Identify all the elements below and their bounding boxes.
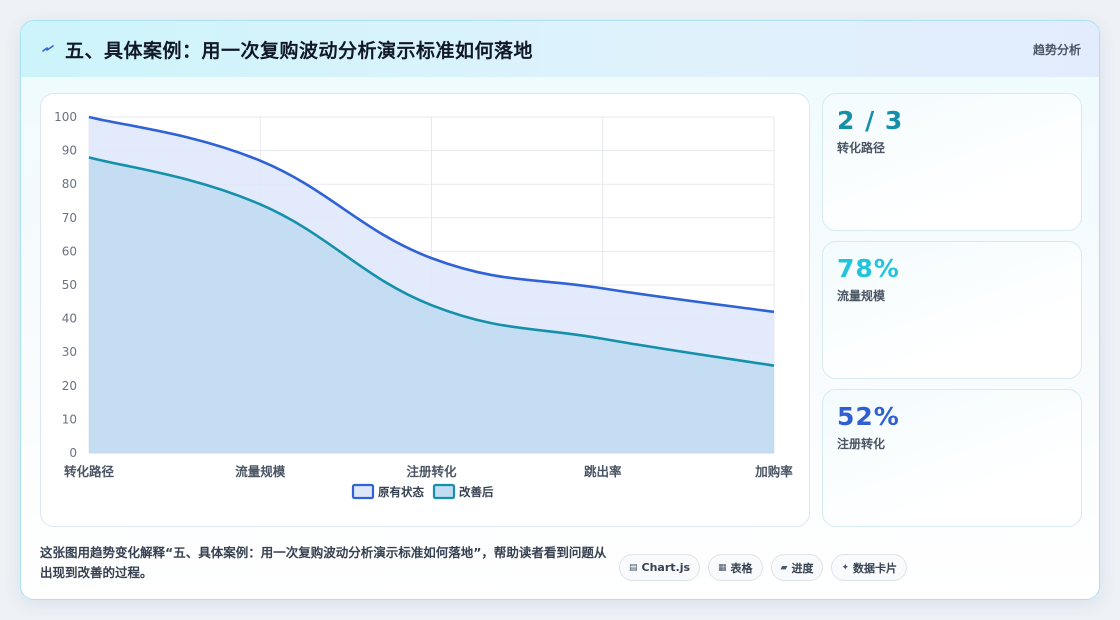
y-tick-label: 60 [62,244,77,258]
chart-description: 这张图用趋势变化解释“五、具体案例：用一次复购波动分析演示标准如何落地”，帮助读… [40,545,607,580]
stat-card-3: 52% 注册转化 [822,389,1082,527]
chip-label: 数据卡片 [853,561,898,575]
chip-table[interactable]: ▦ 表格 [708,554,763,581]
progress-icon: ▰ [780,562,788,573]
title-group: 五、具体案例：用一次复购波动分析演示标准如何落地 [41,36,533,63]
chip-chartjs[interactable]: ▤ Chart.js [619,554,701,581]
legend-label-1: 原有状态 [378,485,424,499]
legend-swatch-1 [351,483,375,500]
y-tick-label: 50 [62,278,77,292]
spark-icon [42,45,54,52]
stat-label: 注册转化 [837,437,886,451]
chart-icon: ▤ [629,562,638,573]
stat-card-2: 78% 流量规模 [822,241,1082,379]
x-tick-label: 加购率 [754,464,793,479]
series-line-2 [88,156,775,367]
chip-label: Chart.js [641,561,691,574]
y-tick-label: 90 [62,144,77,158]
header-tag: 趋势分析 [1032,42,1081,57]
area-chart: 0 10 20 30 40 50 60 70 80 90 100 转化路径 流量规模 注册转化 跳出率 加购率… [54,110,793,500]
chip-label: 表格 [730,561,753,575]
legend-label-2: 改善后 [459,485,494,499]
y-tick-label: 70 [62,211,77,225]
y-tick-label: 10 [62,412,77,426]
stat-value: 2 / 3 [837,106,904,135]
stat-value: 52% [837,402,900,431]
chip-data-card[interactable]: ✦ 数据卡片 [831,554,908,581]
stat-card-1: 2 / 3 转化路径 [822,93,1082,231]
card-header: 五、具体案例：用一次复购波动分析演示标准如何落地 趋势分析 [21,21,1099,77]
chip-progress[interactable]: ▰ 进度 [770,554,824,581]
y-tick-label: 40 [62,312,77,326]
y-tick-label: 20 [62,379,77,393]
x-tick-label: 转化路径 [64,464,115,479]
chip-label: 进度 [791,561,814,575]
sparkle-icon: ✦ [841,562,850,573]
chip-list: ▤ Chart.js ▦ 表格 ▰ 进度 ✦ 数据卡片 [619,554,908,581]
chart-card: 五、具体案例：用一次复购波动分析演示标准如何落地 趋势分析 0 10 20 30 40 5… [20,20,1100,600]
y-tick-label: 0 [69,446,77,460]
x-tick-label: 注册转化 [406,464,457,479]
legend-swatch-2 [432,483,456,500]
x-tick-label: 跳出率 [584,464,622,479]
y-tick-label: 100 [54,110,77,124]
stat-label: 流量规模 [837,289,886,303]
chart-panel: 0 10 20 30 40 50 60 70 80 90 100 转化路径 流量规模 注册转化 跳出率 加购率… [40,93,810,527]
stat-label: 转化路径 [837,141,886,155]
page-title: 五、具体案例：用一次复购波动分析演示标准如何落地 [65,39,534,62]
table-icon: ▦ [718,562,727,573]
stat-value: 78% [837,254,900,283]
series-line-1 [88,115,775,314]
y-tick-label: 30 [62,345,77,359]
x-tick-label: 流量规模 [235,464,286,479]
y-tick-label: 80 [62,177,77,191]
